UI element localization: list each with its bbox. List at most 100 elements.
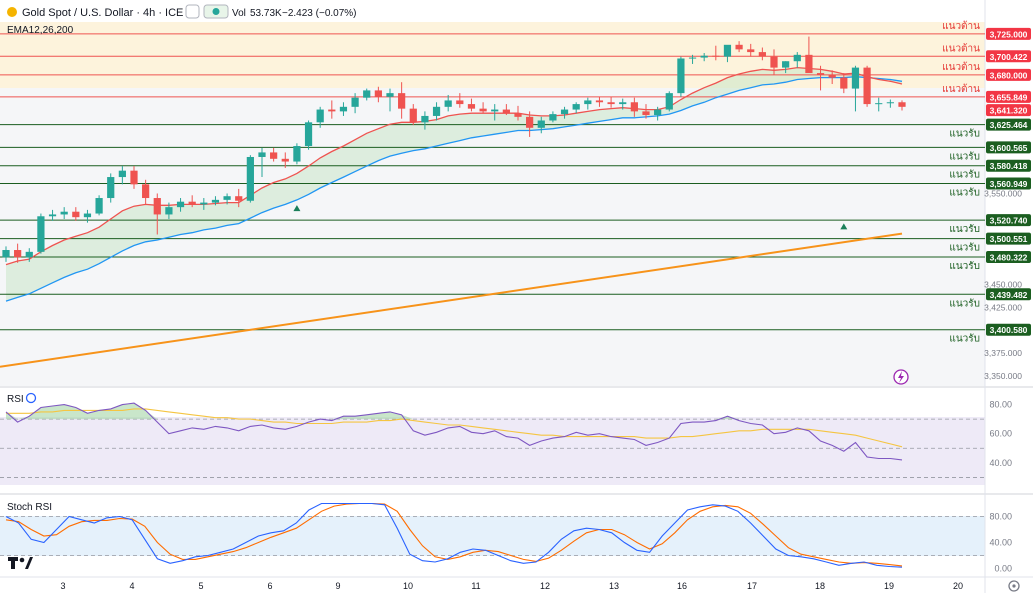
ema26-line[interactable]	[5, 76, 903, 302]
candle[interactable]	[630, 97, 638, 117]
candle[interactable]	[351, 93, 359, 114]
candle[interactable]	[14, 243, 22, 263]
candle[interactable]	[735, 41, 743, 53]
candle[interactable]	[270, 147, 278, 162]
candle[interactable]	[432, 102, 441, 121]
candle[interactable]	[758, 47, 766, 61]
candle[interactable]	[782, 61, 790, 74]
candle[interactable]	[479, 102, 487, 114]
time-axis-tick: 5	[198, 581, 203, 591]
candle[interactable]	[677, 56, 685, 97]
candle[interactable]	[851, 65, 860, 112]
rsi-title[interactable]: RSI	[7, 394, 24, 405]
candle[interactable]	[200, 198, 208, 210]
candle[interactable]	[398, 82, 406, 119]
candle[interactable]	[363, 88, 371, 101]
candle[interactable]	[898, 100, 906, 111]
candle[interactable]	[374, 86, 382, 103]
candle[interactable]	[654, 106, 662, 121]
candle[interactable]	[723, 44, 732, 63]
candle[interactable]	[712, 45, 720, 61]
candle[interactable]	[828, 70, 836, 85]
candle[interactable]	[514, 105, 522, 121]
candle[interactable]	[688, 54, 697, 64]
candle[interactable]	[770, 49, 778, 75]
candle[interactable]	[595, 96, 604, 107]
candle[interactable]	[526, 111, 534, 137]
candle[interactable]	[153, 193, 161, 235]
candle[interactable]	[176, 198, 185, 212]
candle[interactable]	[72, 207, 80, 221]
candle[interactable]	[537, 116, 545, 134]
candle[interactable]	[188, 195, 196, 208]
candle[interactable]	[793, 52, 801, 68]
candle[interactable]	[107, 173, 115, 203]
settings-loop-icon[interactable]	[25, 392, 37, 404]
candle[interactable]	[863, 65, 871, 107]
candle[interactable]	[293, 143, 301, 165]
candle[interactable]	[37, 213, 45, 254]
candle[interactable]	[409, 104, 417, 126]
candle[interactable]	[467, 98, 476, 112]
candle[interactable]	[118, 166, 126, 185]
stoch-d-line[interactable]	[5, 502, 903, 567]
candle[interactable]	[60, 207, 68, 220]
candle[interactable]	[491, 104, 499, 121]
buy-signal-marker[interactable]	[293, 205, 301, 212]
candle[interactable]	[875, 97, 883, 112]
alert-bolt-button[interactable]	[893, 369, 909, 385]
candle[interactable]	[607, 96, 615, 108]
candle[interactable]	[83, 209, 92, 223]
candle[interactable]	[223, 193, 231, 205]
candle[interactable]	[572, 102, 580, 114]
candle[interactable]	[246, 155, 254, 203]
candle[interactable]	[316, 106, 324, 128]
price-axis-tick: 3,375.000	[984, 348, 1022, 358]
gear-icon[interactable]	[1008, 580, 1020, 592]
candle[interactable]	[25, 248, 33, 262]
candle[interactable]	[142, 179, 150, 205]
stoch-rsi-title[interactable]: Stoch RSI	[7, 502, 52, 513]
ema200-line[interactable]	[0, 232, 903, 368]
candle[interactable]	[339, 102, 348, 116]
candle[interactable]	[747, 43, 755, 57]
candle[interactable]	[805, 36, 813, 74]
ema-legend[interactable]: EMA12,26,200	[7, 25, 74, 36]
candle[interactable]	[700, 53, 708, 62]
candle[interactable]	[421, 111, 429, 130]
candle[interactable]	[584, 97, 592, 110]
candle[interactable]	[165, 202, 173, 220]
candle[interactable]	[619, 98, 627, 110]
candle[interactable]	[235, 188, 243, 208]
symbol-title[interactable]: Gold Spot / U.S. Dollar · 4h · ICE	[22, 7, 183, 19]
candle[interactable]	[456, 93, 464, 108]
candle[interactable]	[816, 65, 825, 91]
candle[interactable]	[95, 195, 103, 216]
candle[interactable]	[2, 246, 10, 262]
candle[interactable]	[281, 152, 289, 168]
candle[interactable]	[386, 88, 394, 112]
candle-body	[898, 102, 906, 107]
candle[interactable]	[642, 104, 650, 119]
market-open-dot	[212, 8, 220, 15]
candle[interactable]	[211, 196, 220, 206]
candle[interactable]	[665, 91, 673, 112]
candle[interactable]	[549, 111, 557, 123]
candle[interactable]	[560, 106, 569, 119]
candle[interactable]	[258, 147, 266, 178]
buy-signal-marker[interactable]	[840, 223, 848, 230]
candle[interactable]	[502, 104, 510, 116]
candle[interactable]	[48, 209, 57, 221]
stoch-k-line[interactable]	[5, 502, 903, 568]
candle-body	[25, 251, 33, 258]
rsi-ma-line[interactable]	[6, 408, 903, 448]
candle[interactable]	[444, 94, 452, 112]
tradingview-logo[interactable]	[8, 557, 33, 569]
candle[interactable]	[886, 99, 894, 108]
candle[interactable]	[840, 73, 848, 94]
chevron-down-icon[interactable]	[185, 4, 200, 19]
rsi-line[interactable]	[5, 402, 903, 461]
candle[interactable]	[328, 100, 336, 119]
candle[interactable]	[304, 120, 313, 150]
candle[interactable]	[130, 166, 138, 189]
